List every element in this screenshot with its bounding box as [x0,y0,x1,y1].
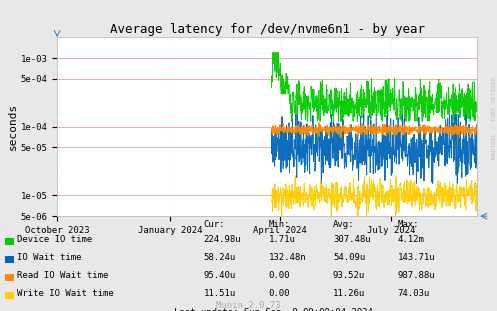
Text: 224.98u: 224.98u [204,235,242,244]
Text: RRDTOOL / TOBI OETIKER: RRDTOOL / TOBI OETIKER [491,77,496,160]
Text: 0.00: 0.00 [268,289,290,298]
Text: 0.00: 0.00 [268,271,290,280]
Text: 132.48n: 132.48n [268,253,306,262]
Text: Write IO Wait time: Write IO Wait time [17,289,114,298]
Text: Min:: Min: [268,220,290,229]
Text: Device IO time: Device IO time [17,235,92,244]
Title: Average latency for /dev/nvme6n1 - by year: Average latency for /dev/nvme6n1 - by ye… [110,23,424,36]
Text: Read IO Wait time: Read IO Wait time [17,271,109,280]
Text: 987.88u: 987.88u [398,271,435,280]
Text: 307.48u: 307.48u [333,235,371,244]
Text: Cur:: Cur: [204,220,225,229]
Text: 54.09u: 54.09u [333,253,365,262]
Text: Avg:: Avg: [333,220,354,229]
Y-axis label: seconds: seconds [8,103,18,150]
Text: IO Wait time: IO Wait time [17,253,82,262]
Text: 4.12m: 4.12m [398,235,424,244]
Text: 95.40u: 95.40u [204,271,236,280]
Text: 1.71u: 1.71u [268,235,295,244]
Text: 58.24u: 58.24u [204,253,236,262]
Text: 143.71u: 143.71u [398,253,435,262]
Text: 11.26u: 11.26u [333,289,365,298]
Text: 93.52u: 93.52u [333,271,365,280]
Text: Last update: Sun Sep  8 09:00:04 2024: Last update: Sun Sep 8 09:00:04 2024 [174,308,373,311]
Text: 11.51u: 11.51u [204,289,236,298]
Text: Munin 2.0.73: Munin 2.0.73 [216,301,281,310]
Text: Max:: Max: [398,220,419,229]
Text: 74.03u: 74.03u [398,289,430,298]
